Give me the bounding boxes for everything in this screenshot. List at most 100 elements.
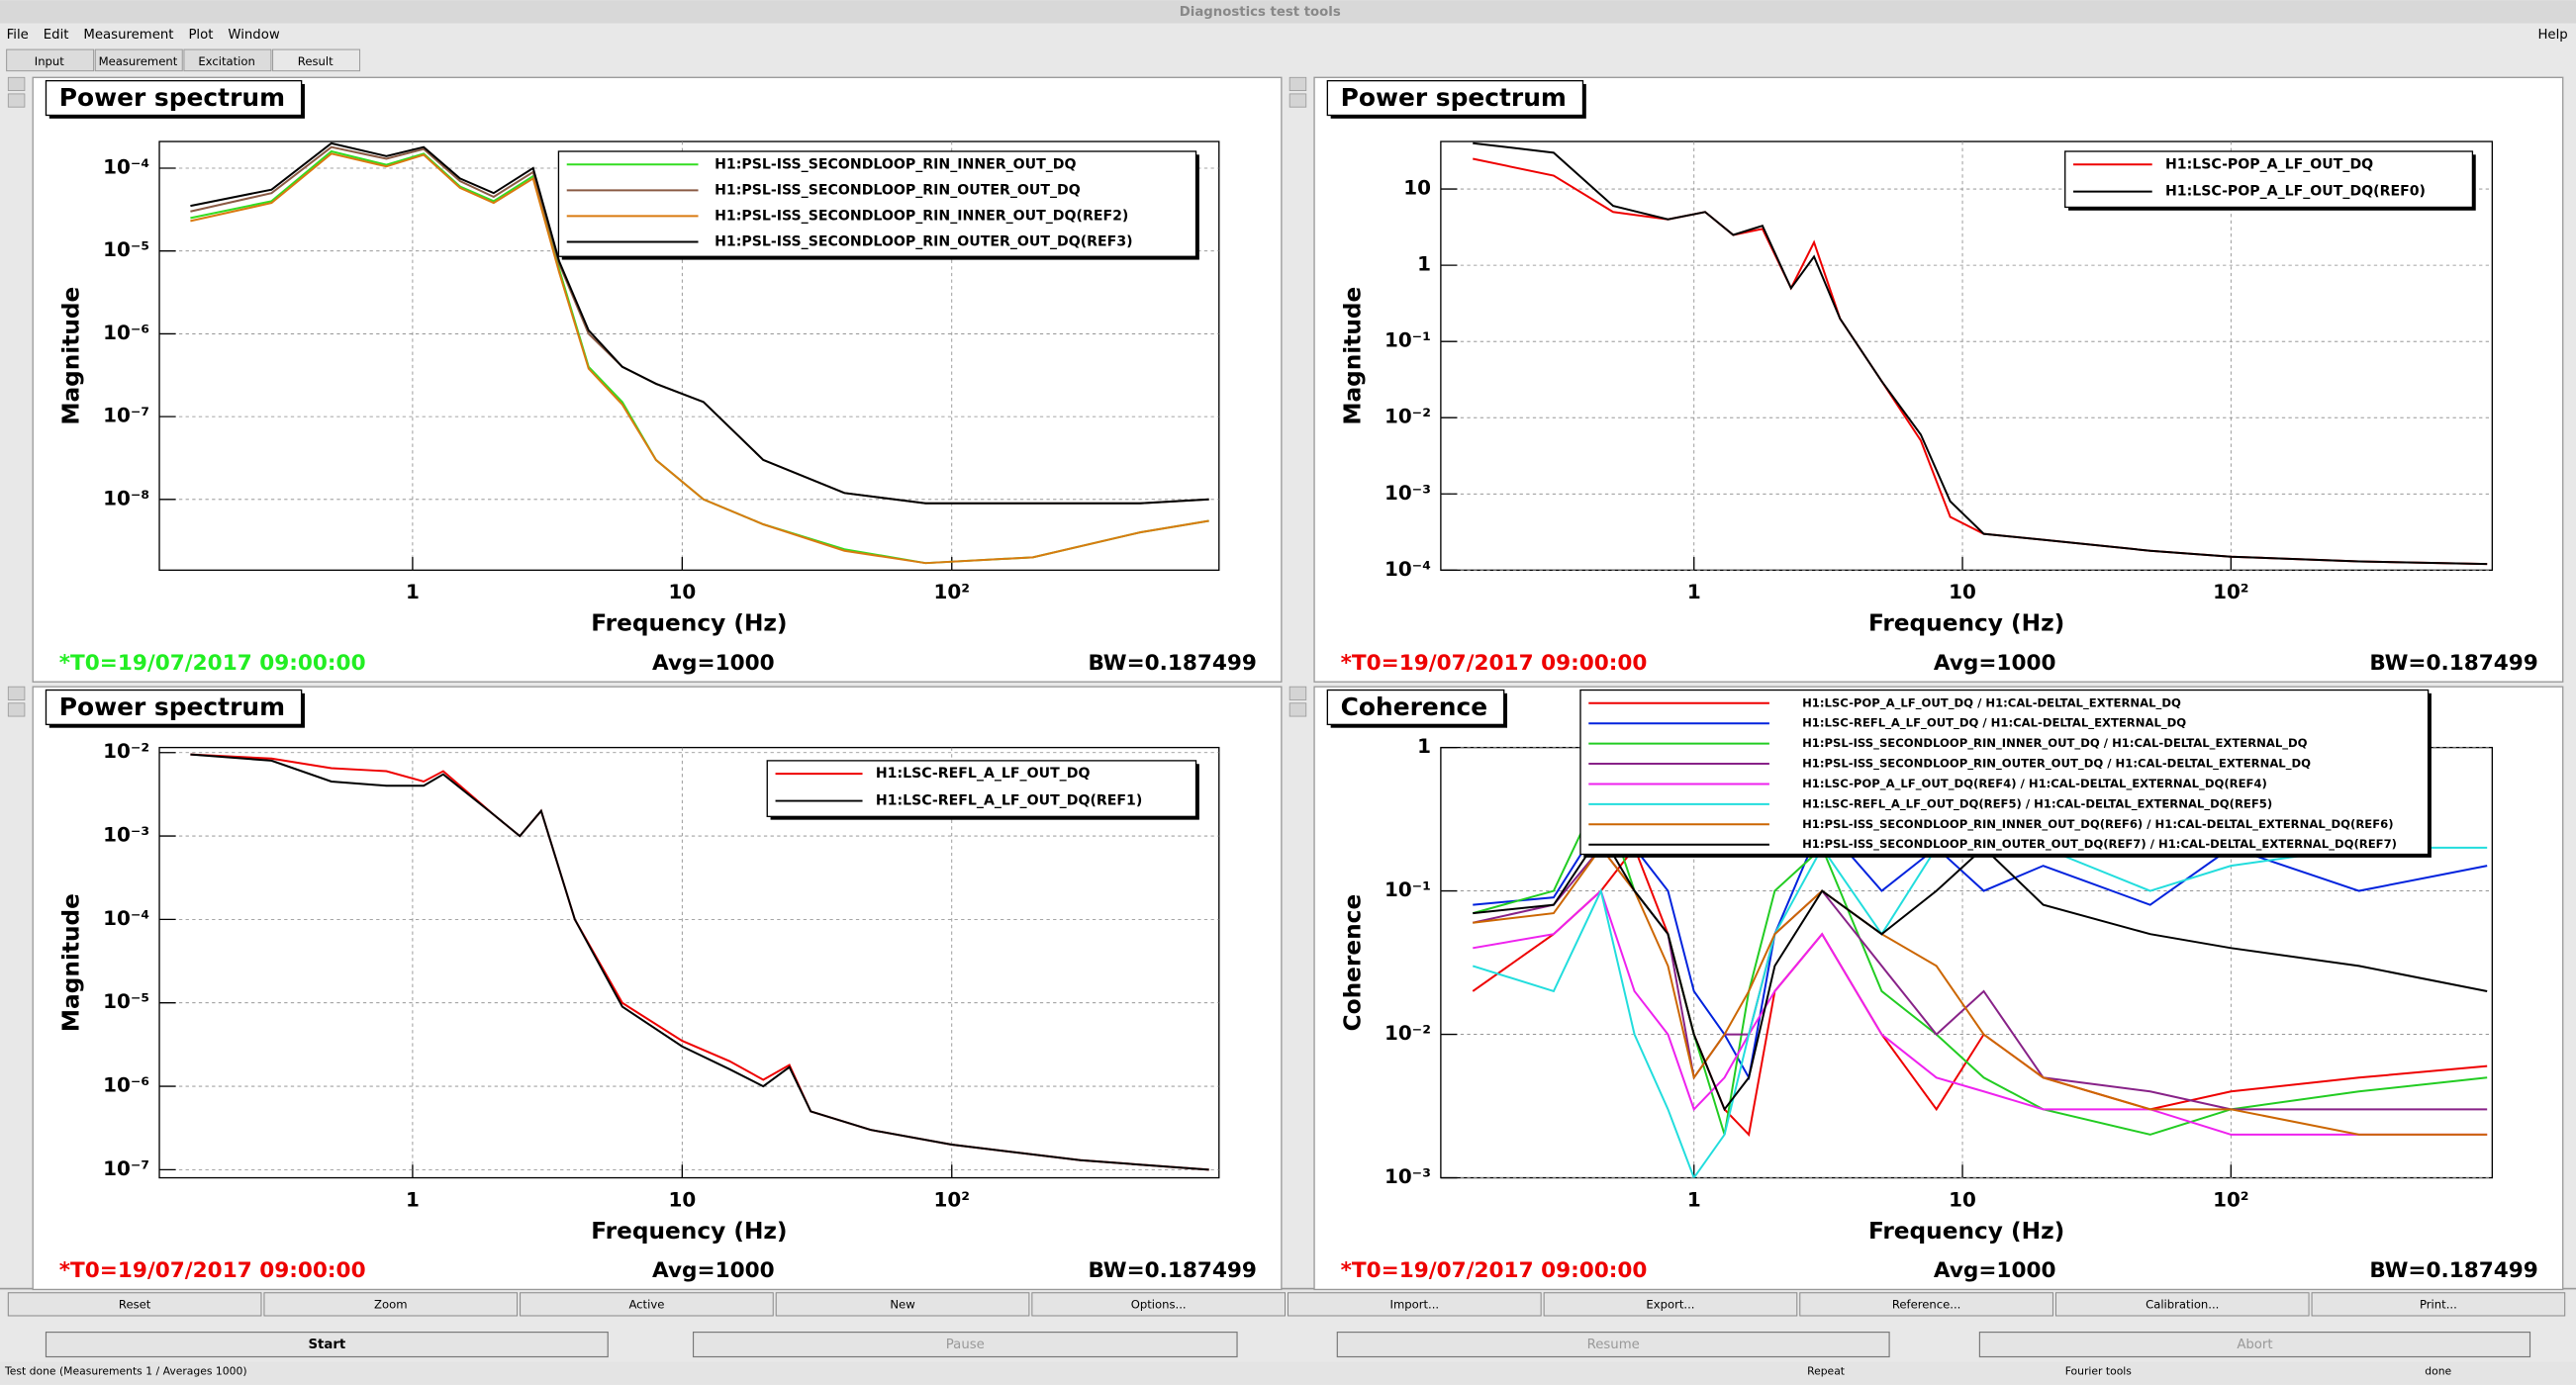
control-button[interactable] <box>45 1332 609 1358</box>
x-tick-label: 10² <box>934 1188 970 1211</box>
series-line <box>190 141 1209 505</box>
tab[interactable] <box>94 48 183 72</box>
legend-label: H1:PSL-ISS_SECONDLOOP_RIN_INNER_OUT_DQ /… <box>1802 736 2308 751</box>
toolbar-button[interactable] <box>1543 1292 1798 1317</box>
bw-label: BW=0.187499 <box>2369 651 2537 676</box>
toolbar-button-label[interactable]: Export... <box>1646 1298 1694 1312</box>
control-button[interactable] <box>692 1332 1238 1358</box>
toolbar-button[interactable] <box>1288 1292 1542 1317</box>
menu-item[interactable]: Plot <box>188 28 213 43</box>
y-tick-label: 10⁻⁵ <box>103 990 149 1013</box>
menu-item[interactable]: Measurement <box>83 28 173 43</box>
y-tick-label: 10⁻³ <box>1384 482 1431 505</box>
toolbar-button-label[interactable]: Calibration... <box>2146 1298 2219 1312</box>
scroll-arrow[interactable] <box>1288 702 1307 717</box>
x-axis-label: Frequency (Hz) <box>591 1218 787 1245</box>
tab-label[interactable]: Result <box>298 54 334 68</box>
scroll-arrow[interactable] <box>1288 93 1307 108</box>
toolbar-button[interactable] <box>520 1292 774 1317</box>
panel-title: Coherence <box>1341 692 1487 721</box>
toolbar-button-label[interactable]: Print... <box>2420 1298 2457 1312</box>
y-tick-label: 10⁻⁵ <box>103 238 149 261</box>
y-tick-label: 10⁻³ <box>1384 1165 1431 1188</box>
toolbar-button-label[interactable]: Reference... <box>1892 1298 1961 1312</box>
title-box <box>45 79 303 117</box>
control-button-label[interactable]: Start <box>308 1338 345 1352</box>
scroll-arrow[interactable] <box>7 76 26 91</box>
tab-label[interactable]: Measurement <box>99 54 178 68</box>
avg-label: Avg=1000 <box>1934 1258 2056 1283</box>
toolbar-button-label[interactable]: Options... <box>1131 1298 1187 1312</box>
x-tick-label: 1 <box>1687 581 1701 603</box>
y-tick-label: 10⁻² <box>1384 1022 1431 1045</box>
scroll-arrow[interactable] <box>1288 76 1307 91</box>
control-button-label[interactable]: Abort <box>2237 1338 2272 1352</box>
control-button[interactable] <box>1978 1332 2531 1358</box>
tab[interactable] <box>272 48 361 72</box>
tab[interactable] <box>6 48 95 72</box>
legend-label: H1:PSL-ISS_SECONDLOOP_RIN_OUTER_OUT_DQ /… <box>1802 757 2311 772</box>
scroll-arrow[interactable] <box>1288 686 1307 700</box>
status-text: done <box>2425 1364 2451 1377</box>
scroll-arrow[interactable] <box>7 686 26 700</box>
legend <box>1579 689 2430 856</box>
y-tick-label: 10⁻⁴ <box>1384 558 1431 581</box>
menu-item[interactable]: Edit <box>44 28 69 43</box>
series-line <box>1473 846 2488 1136</box>
control-button-label[interactable]: Pause <box>946 1338 985 1352</box>
legend-label: H1:PSL-ISS_SECONDLOOP_RIN_OUTER_OUT_DQ(R… <box>715 233 1132 249</box>
toolbar-button[interactable] <box>1799 1292 2053 1317</box>
legend-label: H1:LSC-REFL_A_LF_OUT_DQ(REF1) <box>876 793 1143 809</box>
control-button[interactable] <box>1336 1332 1890 1358</box>
title-box <box>1326 689 1505 726</box>
legend-label: H1:PSL-ISS_SECONDLOOP_RIN_OUTER_OUT_DQ <box>715 182 1081 198</box>
y-tick-label: 10⁻¹ <box>1384 329 1431 352</box>
legend-label: H1:LSC-POP_A_LF_OUT_DQ / H1:CAL-DELTAL_E… <box>1802 695 2181 710</box>
y-axis-label: Magnitude <box>1339 287 1366 425</box>
y-tick-label: 1 <box>1417 735 1431 758</box>
control-button-label[interactable]: Resume <box>1587 1338 1640 1352</box>
series-line <box>1473 888 2488 1136</box>
y-tick-label: 10⁻⁴ <box>103 907 149 930</box>
menu-item[interactable]: Window <box>228 28 279 43</box>
toolbar-button-label[interactable]: Active <box>628 1298 664 1312</box>
legend <box>557 150 1197 257</box>
legend-label: H1:LSC-POP_A_LF_OUT_DQ <box>2165 156 2373 172</box>
toolbar-button-label[interactable]: New <box>890 1298 914 1312</box>
scroll-arrow[interactable] <box>7 93 26 108</box>
y-tick-label: 10⁻³ <box>103 824 149 847</box>
y-axis-label: Magnitude <box>58 287 85 425</box>
toolbar-button[interactable] <box>775 1292 1030 1317</box>
series-group <box>1473 141 2488 566</box>
x-tick-label: 1 <box>406 581 420 603</box>
help-menu[interactable]: Help <box>2537 28 2567 43</box>
series-line <box>190 152 1209 565</box>
scroll-arrow[interactable] <box>7 702 26 717</box>
status-text: Test done (Measurements 1 / Averages 100… <box>4 1364 247 1377</box>
x-tick-label: 1 <box>406 1188 420 1211</box>
tab[interactable] <box>183 48 272 72</box>
toolbar-button-label[interactable]: Reset <box>119 1298 151 1312</box>
tab-label[interactable]: Input <box>35 54 65 68</box>
y-tick-label: 10⁻⁴ <box>103 156 149 179</box>
legend-label: H1:PSL-ISS_SECONDLOOP_RIN_INNER_OUT_DQ <box>715 156 1076 172</box>
y-axis-label: Coherence <box>1339 894 1366 1032</box>
menu-item[interactable]: File <box>7 28 29 43</box>
toolbar-button[interactable] <box>7 1292 262 1317</box>
title-box <box>1326 79 1584 117</box>
legend-label: H1:PSL-ISS_SECONDLOOP_RIN_INNER_OUT_DQ(R… <box>1802 817 2393 832</box>
toolbar-button[interactable] <box>2054 1292 2310 1317</box>
toolbar-button-label[interactable]: Import... <box>1390 1298 1440 1312</box>
x-tick-label: 10 <box>668 581 696 603</box>
y-tick-label: 10⁻⁸ <box>103 487 149 509</box>
legend-label: H1:LSC-POP_A_LF_OUT_DQ(REF0) <box>2165 184 2426 200</box>
toolbar-button[interactable] <box>1031 1292 1287 1317</box>
avg-label: Avg=1000 <box>652 651 775 676</box>
toolbar-button[interactable] <box>263 1292 519 1317</box>
tab-label[interactable]: Excitation <box>198 54 255 68</box>
y-tick-label: 10⁻⁷ <box>103 405 149 427</box>
toolbar-button-label[interactable]: Zoom <box>374 1298 407 1312</box>
y-tick-label: 10⁻⁶ <box>103 1074 149 1097</box>
toolbar-button[interactable] <box>2311 1292 2566 1317</box>
